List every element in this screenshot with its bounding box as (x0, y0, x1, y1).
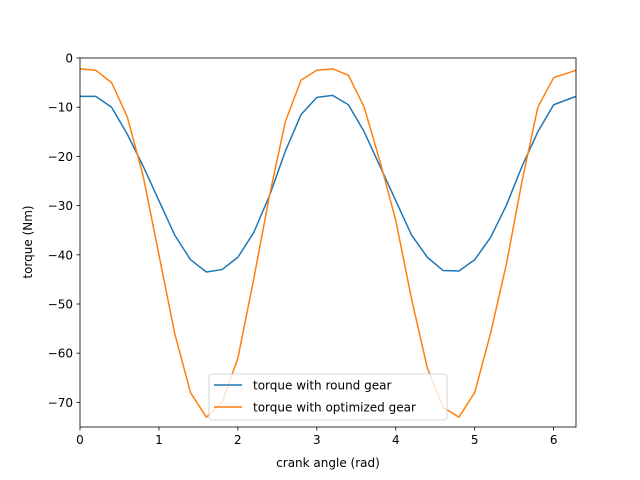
x-axis-ticks: 0 1 2 3 4 5 6 (76, 427, 557, 447)
x-tick-label: 6 (550, 433, 558, 447)
series-line-1 (79, 68, 577, 418)
y-tick-label: −60 (48, 347, 73, 361)
legend-label-optimized-gear: torque with optimized gear (253, 401, 416, 415)
x-tick-label: 5 (471, 433, 479, 447)
y-axis-label: torque (Nm) (21, 205, 35, 278)
legend-box (208, 373, 448, 421)
x-axis-label: crank angle (rad) (276, 456, 380, 470)
y-tick-label: −30 (48, 199, 73, 213)
series-line-0 (80, 94, 577, 273)
legend: torque with round gear torque with optim… (208, 373, 448, 421)
y-tick-label: −50 (48, 298, 73, 312)
x-tick-label: 2 (234, 433, 242, 447)
x-tick-label: 1 (155, 433, 163, 447)
y-tick-label: −70 (48, 396, 73, 410)
x-tick-label: 3 (313, 433, 321, 447)
y-tick-label: 0 (65, 52, 73, 66)
x-tick-label: 0 (76, 433, 84, 447)
legend-label-round-gear: torque with round gear (253, 379, 391, 393)
y-axis-ticks: 0 −10 −20 −30 −40 −50 −60 −70 (48, 52, 80, 410)
y-tick-label: −10 (48, 101, 73, 115)
y-tick-label: −40 (48, 248, 73, 262)
plot-area-frame (79, 57, 577, 428)
x-tick-label: 4 (392, 433, 400, 447)
y-tick-label: −20 (48, 150, 73, 164)
series-layer (79, 68, 577, 418)
